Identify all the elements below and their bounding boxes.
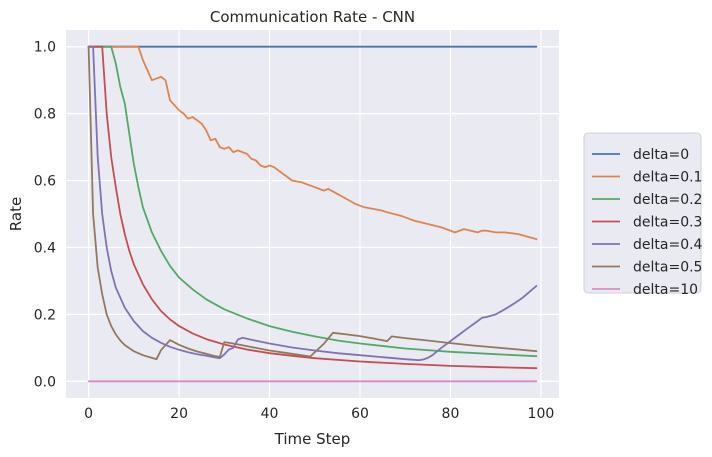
- series-lines: [87, 45, 538, 383]
- series-line: [87, 45, 538, 241]
- x-tick-label: 0: [84, 406, 93, 422]
- x-tick-label: 80: [442, 406, 460, 422]
- series-line: [87, 45, 538, 361]
- y-tick-label: 0.0: [34, 374, 56, 390]
- y-tick-label: 0.4: [34, 240, 56, 256]
- legend-label: delta=0: [633, 147, 689, 163]
- y-tick-label: 1.0: [34, 40, 56, 56]
- series-line: [87, 45, 538, 358]
- x-axis-label: Time Step: [274, 430, 351, 448]
- legend-label: delta=0.3: [633, 215, 702, 231]
- plot-area: [66, 30, 559, 398]
- series-line: [87, 45, 538, 370]
- series-line: [87, 45, 538, 362]
- legend-label: delta=0.4: [633, 237, 703, 253]
- x-tick-label: 40: [261, 406, 279, 422]
- y-tick-label: 0.8: [34, 107, 56, 123]
- legend-box: [583, 132, 702, 294]
- legend-label: delta=0.1: [633, 170, 702, 186]
- x-tick-label: 20: [170, 406, 188, 422]
- y-tick-label: 0.2: [34, 307, 56, 323]
- legend-label: delta=0.2: [633, 192, 702, 208]
- chart-title: Communication Rate - CNN: [210, 8, 415, 26]
- legend: delta=0 delta=0.1 delta=0.2 delta=0.3 delta=…: [583, 132, 703, 298]
- y-tick-label: 0.6: [34, 174, 56, 190]
- x-tick-label: 60: [351, 406, 369, 422]
- legend-label: delta=0.5: [633, 260, 702, 276]
- y-tick-labels: 0.0 0.2 0.4 0.6 0.8 1.0: [34, 40, 56, 391]
- x-tick-label: 100: [528, 406, 555, 422]
- x-tick-labels: 0 20 40 60 80 100: [84, 406, 554, 422]
- y-axis-label: Rate: [7, 197, 25, 231]
- legend-label: delta=10: [633, 282, 698, 298]
